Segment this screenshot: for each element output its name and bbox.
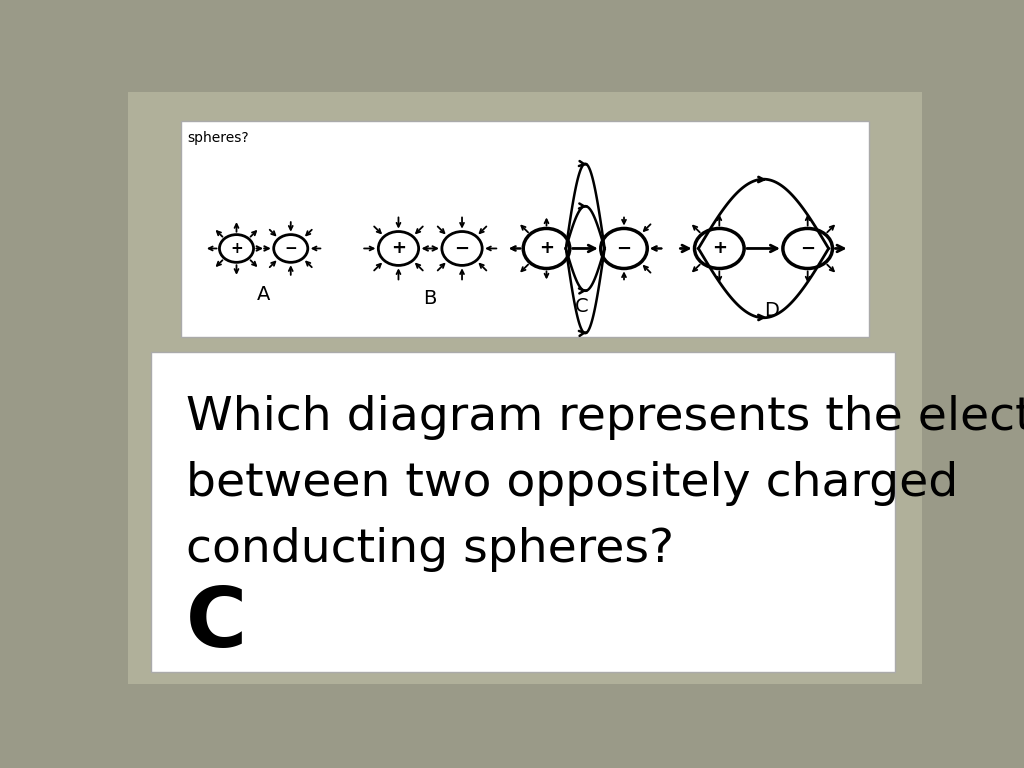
Ellipse shape — [219, 234, 254, 263]
Ellipse shape — [378, 231, 419, 266]
Text: +: + — [712, 240, 727, 257]
Ellipse shape — [783, 228, 833, 269]
Text: B: B — [424, 289, 437, 308]
Text: spheres?: spheres? — [187, 131, 249, 144]
Ellipse shape — [442, 231, 482, 266]
Text: C: C — [574, 296, 588, 316]
Text: C: C — [186, 584, 247, 664]
Text: +: + — [230, 241, 243, 256]
Text: Which diagram represents the electric field
between two oppositely charged
condu: Which diagram represents the electric fi… — [186, 395, 1024, 571]
Text: −: − — [455, 240, 470, 257]
Bar — [180, 121, 869, 337]
Text: +: + — [391, 240, 406, 257]
Text: −: − — [285, 241, 297, 256]
Text: A: A — [257, 285, 270, 304]
Ellipse shape — [601, 228, 647, 269]
Ellipse shape — [694, 228, 744, 269]
Text: −: − — [616, 240, 632, 257]
Text: D: D — [764, 300, 778, 319]
Text: +: + — [539, 240, 554, 257]
Ellipse shape — [273, 234, 308, 263]
Bar — [152, 353, 895, 672]
Text: −: − — [800, 240, 815, 257]
Ellipse shape — [523, 228, 569, 269]
